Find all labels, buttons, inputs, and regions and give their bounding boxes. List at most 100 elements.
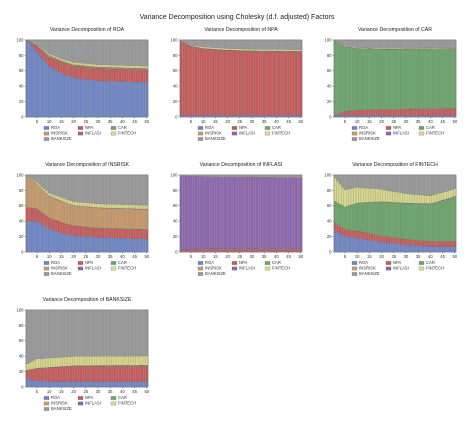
bar-segment-npa <box>446 108 449 116</box>
bar-segment-npa <box>133 366 136 382</box>
bar-segment-roa <box>387 242 391 253</box>
bar-segment-inflasi <box>263 177 266 249</box>
bar-segment-fintech <box>263 176 266 178</box>
y-tick-label: 20 <box>327 234 332 239</box>
bar-segment-banksize <box>209 39 212 48</box>
bar-segment-roa <box>263 115 266 118</box>
bar-segment-car <box>370 49 373 110</box>
bar-segment-roa <box>216 251 219 253</box>
bar-segment-npa <box>390 109 393 116</box>
legend-label-car: CAR <box>426 125 435 130</box>
bar-segment-roa <box>272 251 276 253</box>
bar-segment-insrisk <box>113 208 117 229</box>
bar-segment-car <box>443 200 447 242</box>
y-tick-label: 80 <box>19 53 24 58</box>
bar-segment-roa <box>255 251 259 253</box>
bar-segment-npa <box>275 51 278 116</box>
bar-segment-roa <box>30 45 34 118</box>
bar-segment-npa <box>280 51 283 116</box>
bar-segment-npa <box>187 45 190 116</box>
bar-segment-fintech <box>140 355 144 366</box>
bar-segment-banksize <box>392 174 395 192</box>
bar-segment-npa <box>52 219 56 231</box>
bar-segment-banksize <box>275 174 278 177</box>
bar-segment-roa <box>130 381 134 388</box>
bar-segment-insrisk <box>143 68 146 70</box>
bar-segment-banksize <box>126 174 129 205</box>
bar-segment-roa <box>101 237 105 253</box>
bar-segment-npa <box>133 229 136 239</box>
bar-segment-banksize <box>375 174 378 189</box>
bar-segment-fintech <box>280 49 283 52</box>
bar-segment-car <box>426 204 430 242</box>
x-tick-label: 45 <box>440 119 445 124</box>
bar-segment-fintech <box>94 356 97 366</box>
legend-swatch-car <box>418 261 425 265</box>
x-tick-label: 20 <box>379 254 384 259</box>
bar-segment-npa <box>143 69 146 83</box>
bar-segment-roa <box>390 115 393 118</box>
bar-segment-car <box>370 202 373 234</box>
bar-segment-roa <box>204 115 207 118</box>
bar-segment-roa <box>248 251 251 253</box>
bar-segment-banksize <box>338 39 342 44</box>
bar-segment-insrisk <box>89 66 92 68</box>
bar-segment-insrisk <box>116 67 119 69</box>
chart-title: Variance Decomposition of BANKSIZE <box>43 297 132 303</box>
bar-segment-insrisk <box>128 208 131 229</box>
bar-segment-car <box>434 202 437 242</box>
bar-segment-npa <box>91 67 95 81</box>
bar-segment-fintech <box>443 191 447 200</box>
bar-segment-inflasi <box>189 176 193 250</box>
y-tick-label: 20 <box>19 369 24 374</box>
bar-segment-fintech <box>89 356 92 366</box>
bar-segment-roa <box>223 115 227 118</box>
legend-swatch-roa <box>351 261 358 265</box>
bar-segment-fintech <box>138 204 141 209</box>
bar-segment-banksize <box>446 39 449 48</box>
bar-segment-banksize <box>91 309 95 357</box>
bar-segment-npa <box>226 50 229 116</box>
x-tick-label: 25 <box>83 254 88 259</box>
bar-segment-banksize <box>57 39 61 58</box>
bar-segment-fintech <box>370 188 373 203</box>
bar-segment-fintech <box>299 176 302 178</box>
bar-segment-fintech <box>62 59 65 62</box>
bar-segment-roa <box>265 115 268 118</box>
bar-segment-npa <box>143 229 146 239</box>
bar-segment-roa <box>113 81 117 118</box>
bar-segment-npa <box>187 249 190 252</box>
bar-segment-inflasi <box>211 176 215 249</box>
bar-segment-car <box>334 40 337 115</box>
y-tick-label: 0 <box>21 249 24 254</box>
bar-segment-banksize <box>226 174 229 177</box>
bar-segment-inflasi <box>192 176 195 250</box>
bar-segment-banksize <box>45 309 48 359</box>
x-tick-label: 40 <box>120 254 125 259</box>
bar-segment-fintech <box>265 176 268 178</box>
bar-segment-roa <box>219 251 222 253</box>
bar-segment-npa <box>77 66 80 79</box>
bar-segment-banksize <box>287 174 290 177</box>
chart-inflasi: Variance Decomposition of INFLASI0204060… <box>171 162 304 276</box>
bar-segment-car <box>407 203 410 240</box>
bar-segment-inflasi <box>231 176 234 249</box>
bar-segment-npa <box>123 228 126 239</box>
legend-swatch-fintech <box>110 401 117 406</box>
bar-segment-npa <box>60 222 63 234</box>
chart-title: Variance Decomposition of NPA <box>204 27 278 33</box>
bar-segment-npa <box>241 51 244 116</box>
bar-segment-roa <box>35 51 39 118</box>
bar-segment-banksize <box>33 309 36 361</box>
bar-segment-npa <box>380 235 383 243</box>
bar-segment-banksize <box>223 174 227 177</box>
bar-segment-insrisk <box>55 198 58 221</box>
x-tick-label: 10 <box>355 119 360 124</box>
bar-segment-insrisk <box>67 63 70 65</box>
bar-segment-inflasi <box>182 175 185 250</box>
bar-segment-fintech <box>135 204 139 209</box>
bar-segment-fintech <box>43 50 46 52</box>
bar-segment-fintech <box>74 62 78 65</box>
bar-segment-fintech <box>109 356 112 366</box>
